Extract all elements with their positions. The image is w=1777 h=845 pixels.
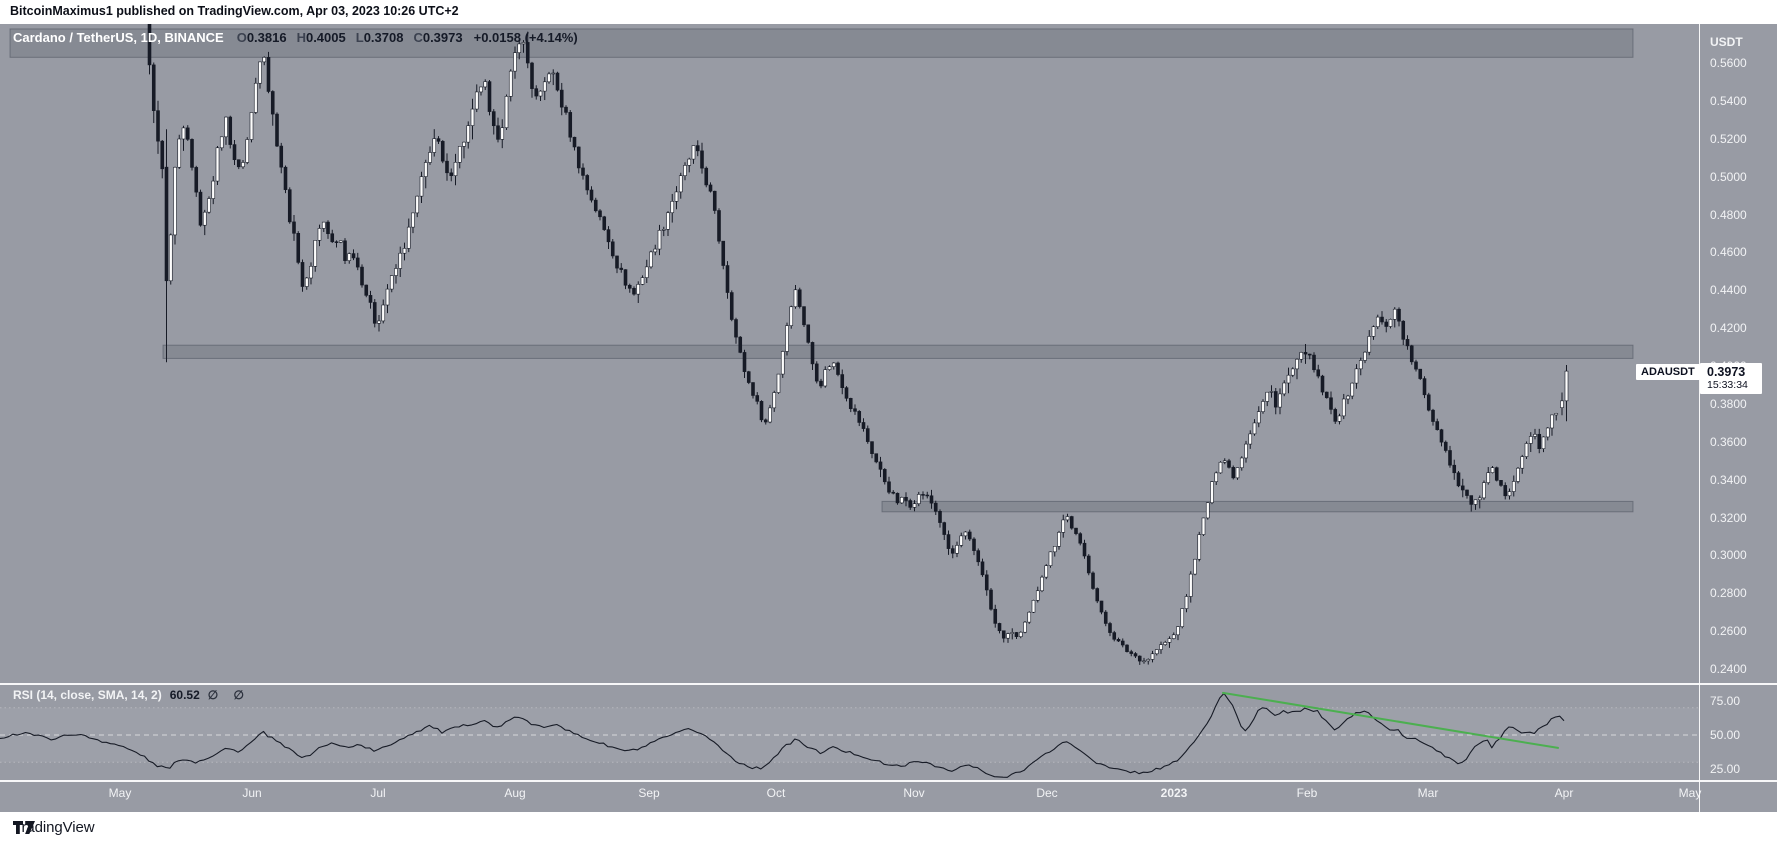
time-tick-label: Jul	[370, 786, 386, 800]
rsi-tick-label: 75.00	[1710, 694, 1741, 708]
price-tick-label: 0.3200	[1710, 510, 1747, 525]
time-tick-label: Feb	[1296, 786, 1318, 800]
time-tick-label: Dec	[1036, 786, 1058, 800]
price-tick-label: 0.3400	[1710, 472, 1747, 487]
time-tick-label: Nov	[903, 786, 925, 800]
time-tick-label: 2023	[1160, 786, 1188, 800]
rsi-title: RSI (14, close, SMA, 14, 2)	[13, 688, 162, 702]
price-tick-label: 0.5400	[1710, 93, 1747, 108]
ohlc-item: C0.3973	[413, 30, 463, 45]
time-tick-label: May	[108, 786, 132, 800]
candlestick-series[interactable]	[140, 24, 1569, 665]
tradingview-logo-icon	[13, 821, 35, 834]
price-tick-label: 0.5000	[1710, 169, 1747, 184]
price-pane[interactable]	[0, 24, 1699, 683]
bar-countdown: 15:33:34	[1707, 379, 1748, 391]
price-tick-label: 0.4400	[1710, 283, 1747, 298]
ohlc-item: L0.3708	[355, 30, 404, 45]
price-tick-label: 0.4200	[1710, 321, 1747, 336]
price-tick-label: 0.5600	[1710, 56, 1747, 70]
last-price-label: 0.3973 15:33:34	[1700, 363, 1762, 394]
price-tick-label: 0.3000	[1710, 548, 1747, 563]
rsi-trendline-drawing[interactable]	[1222, 691, 1559, 749]
tradingview-link[interactable]: TradingView	[13, 819, 95, 836]
rsi-hidden-series-icons[interactable]: ∅ ∅	[207, 688, 251, 702]
time-tick-label: Sep	[638, 786, 660, 800]
rsi-legend[interactable]: RSI (14, close, SMA, 14, 2) 60.52 ∅ ∅	[13, 688, 250, 702]
price-tick-label: 0.2400	[1710, 662, 1747, 676]
symbol-title: Cardano / TetherUS, 1D, BINANCE	[13, 30, 224, 45]
resistance-zone[interactable]	[881, 500, 1634, 513]
price-tick-label: 0.2800	[1710, 586, 1747, 601]
rsi-line[interactable]	[0, 692, 1565, 778]
ohlc-item: H0.4005	[296, 30, 346, 45]
time-tick-label: Aug	[504, 786, 526, 800]
ohlc-item: O0.3816	[236, 30, 287, 45]
ohlc-values: O0.3816 H0.4005 L0.3708 C0.3973	[237, 30, 463, 45]
rsi-value: 60.52	[169, 688, 200, 702]
time-tick-label: Jun	[242, 786, 262, 800]
change-value: +0.0158 (+4.14%)	[473, 30, 578, 45]
time-tick-label: May	[1678, 786, 1702, 800]
resistance-zone[interactable]	[9, 28, 1634, 58]
price-axis-unit: USDT	[1710, 35, 1743, 49]
time-tick-label: Mar	[1417, 786, 1439, 800]
rsi-pane[interactable]	[0, 683, 1699, 782]
price-tick-label: 0.3600	[1710, 434, 1747, 449]
price-tick-label: 0.4800	[1710, 207, 1747, 222]
price-tick-label: 0.3800	[1710, 396, 1747, 411]
resistance-zone[interactable]	[162, 344, 1634, 359]
pane-divider[interactable]	[0, 683, 1777, 685]
rsi-tick-label: 50.00	[1710, 728, 1741, 742]
price-axis-divider	[1699, 24, 1700, 812]
last-price-value: 0.3973	[1707, 365, 1746, 379]
time-tick-label: Oct	[766, 786, 786, 800]
time-tick-label: Apr	[1554, 786, 1574, 800]
publish-attribution-text: BitcoinMaximus1 published on TradingView…	[10, 4, 459, 18]
price-tick-label: 0.5200	[1710, 131, 1747, 146]
axis-divider	[0, 780, 1777, 782]
symbol-price-tag: ADAUSDT	[1636, 364, 1700, 380]
price-tick-label: 0.4600	[1710, 245, 1747, 260]
symbol-legend[interactable]: Cardano / TetherUS, 1D, BINANCE O0.3816 H…	[13, 30, 578, 45]
publish-header-bar: BitcoinMaximus1 published on TradingView…	[0, 0, 1777, 24]
rsi-tick-label: 25.00	[1710, 762, 1741, 776]
footer-bar: TradingView	[0, 812, 1777, 845]
price-tick-label: 0.2600	[1710, 624, 1747, 639]
